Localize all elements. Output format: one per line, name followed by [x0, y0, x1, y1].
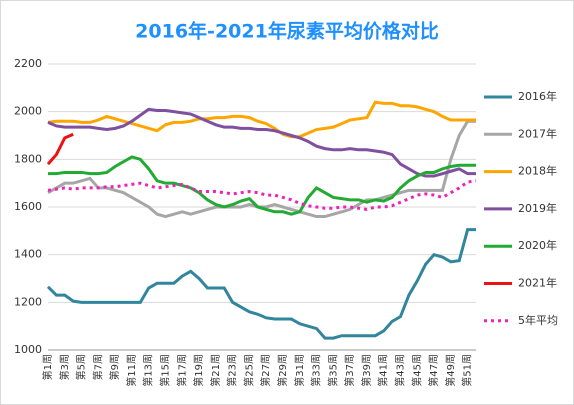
x-tick-label: 第5周 — [75, 354, 88, 380]
x-tick-label: 第1周 — [41, 354, 54, 380]
x-tick-label: 第47周 — [427, 354, 440, 387]
x-tick-label: 第37周 — [343, 354, 356, 387]
x-tick-label: 第7周 — [91, 354, 104, 380]
x-tick-label: 第17周 — [175, 354, 188, 387]
x-tick-label: 第33周 — [310, 354, 323, 387]
series-line — [47, 179, 477, 211]
series-line — [47, 100, 476, 139]
x-tick-label: 第13周 — [142, 354, 155, 387]
x-tick-label: 第27周 — [259, 354, 272, 387]
legend-label: 2018年 — [518, 164, 557, 178]
series-line — [46, 132, 74, 166]
x-tick-label: 第29周 — [276, 354, 289, 387]
legend-label: 2021年 — [518, 276, 557, 290]
x-tick-label: 第51周 — [461, 354, 474, 387]
x-tick-label: 第39周 — [360, 354, 373, 387]
legend-label: 5年平均 — [518, 313, 558, 327]
y-tick-label: 1000 — [14, 343, 42, 356]
legend-label: 2017年 — [518, 126, 557, 140]
legend-label: 2020年 — [518, 238, 557, 252]
x-tick-label: 第35周 — [326, 354, 339, 387]
x-tick-label: 第15周 — [158, 354, 171, 387]
legend-label: 2016年 — [518, 89, 557, 103]
x-tick-label: 第23周 — [226, 354, 239, 387]
x-tick-label: 第3周 — [58, 354, 71, 380]
y-tick-label: 2000 — [14, 105, 42, 118]
series-line — [47, 107, 476, 178]
x-tick-label: 第49周 — [444, 354, 457, 387]
series-line — [46, 228, 476, 340]
y-tick-label: 1400 — [14, 248, 42, 261]
y-tick-label: 2200 — [14, 57, 42, 70]
series-line — [48, 155, 476, 216]
y-tick-label: 1800 — [14, 152, 42, 165]
x-tick-label: 第43周 — [393, 354, 406, 387]
x-tick-label: 第25周 — [242, 354, 255, 387]
y-tick-label: 1200 — [14, 295, 42, 308]
x-tick-label: 第9周 — [108, 354, 121, 380]
x-tick-label: 第45周 — [410, 354, 423, 387]
chart-title: 2016年-2021年尿素平均价格对比 — [135, 20, 439, 43]
x-tick-label: 第11周 — [125, 354, 138, 387]
y-tick-label: 1600 — [14, 200, 42, 213]
x-tick-label: 第19周 — [192, 354, 205, 387]
legend-label: 2019年 — [518, 201, 557, 215]
x-tick-label: 第31周 — [293, 354, 306, 387]
x-tick-label: 第21周 — [209, 354, 222, 387]
x-tick-label: 第41周 — [377, 354, 390, 387]
